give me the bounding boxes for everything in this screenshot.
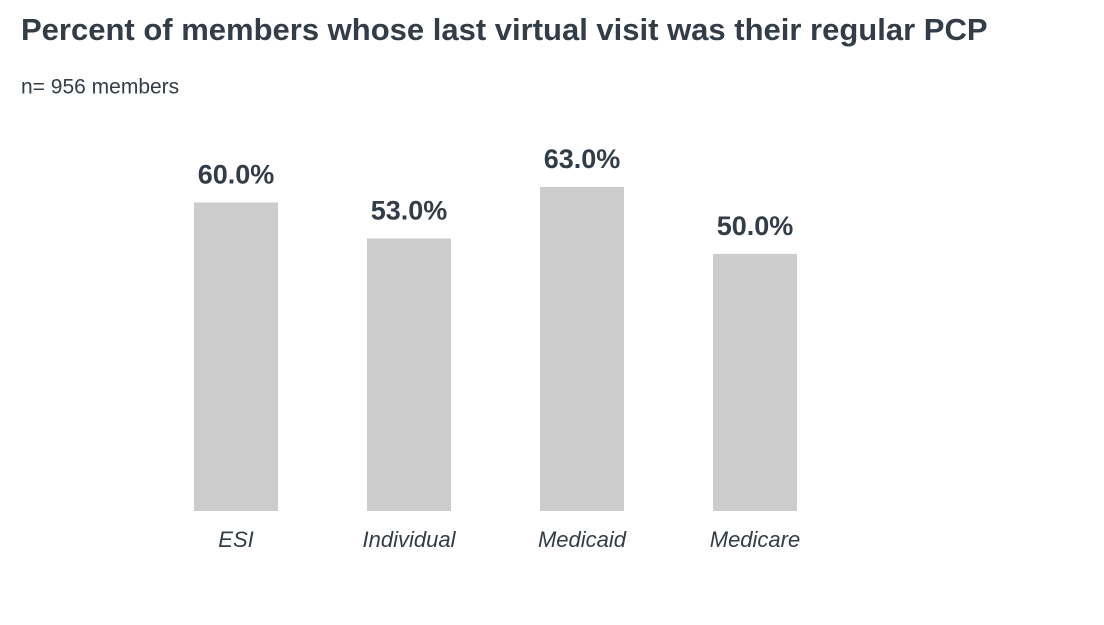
chart-subtitle: n= 956 members	[21, 76, 179, 99]
x-tick-label: Individual	[363, 527, 457, 552]
chart-title: Percent of members whose last virtual vi…	[21, 12, 988, 47]
value-label: 63.0%	[544, 144, 621, 174]
value-label: 50.0%	[717, 211, 794, 241]
bar	[540, 187, 624, 511]
x-tick-label: ESI	[218, 527, 253, 552]
value-label: 53.0%	[371, 196, 448, 226]
bar	[367, 238, 451, 511]
value-label: 60.0%	[198, 160, 275, 190]
x-tick-label: Medicaid	[538, 527, 627, 552]
x-tick-label: Medicare	[710, 527, 800, 552]
bar	[713, 253, 797, 511]
bar	[194, 202, 278, 511]
